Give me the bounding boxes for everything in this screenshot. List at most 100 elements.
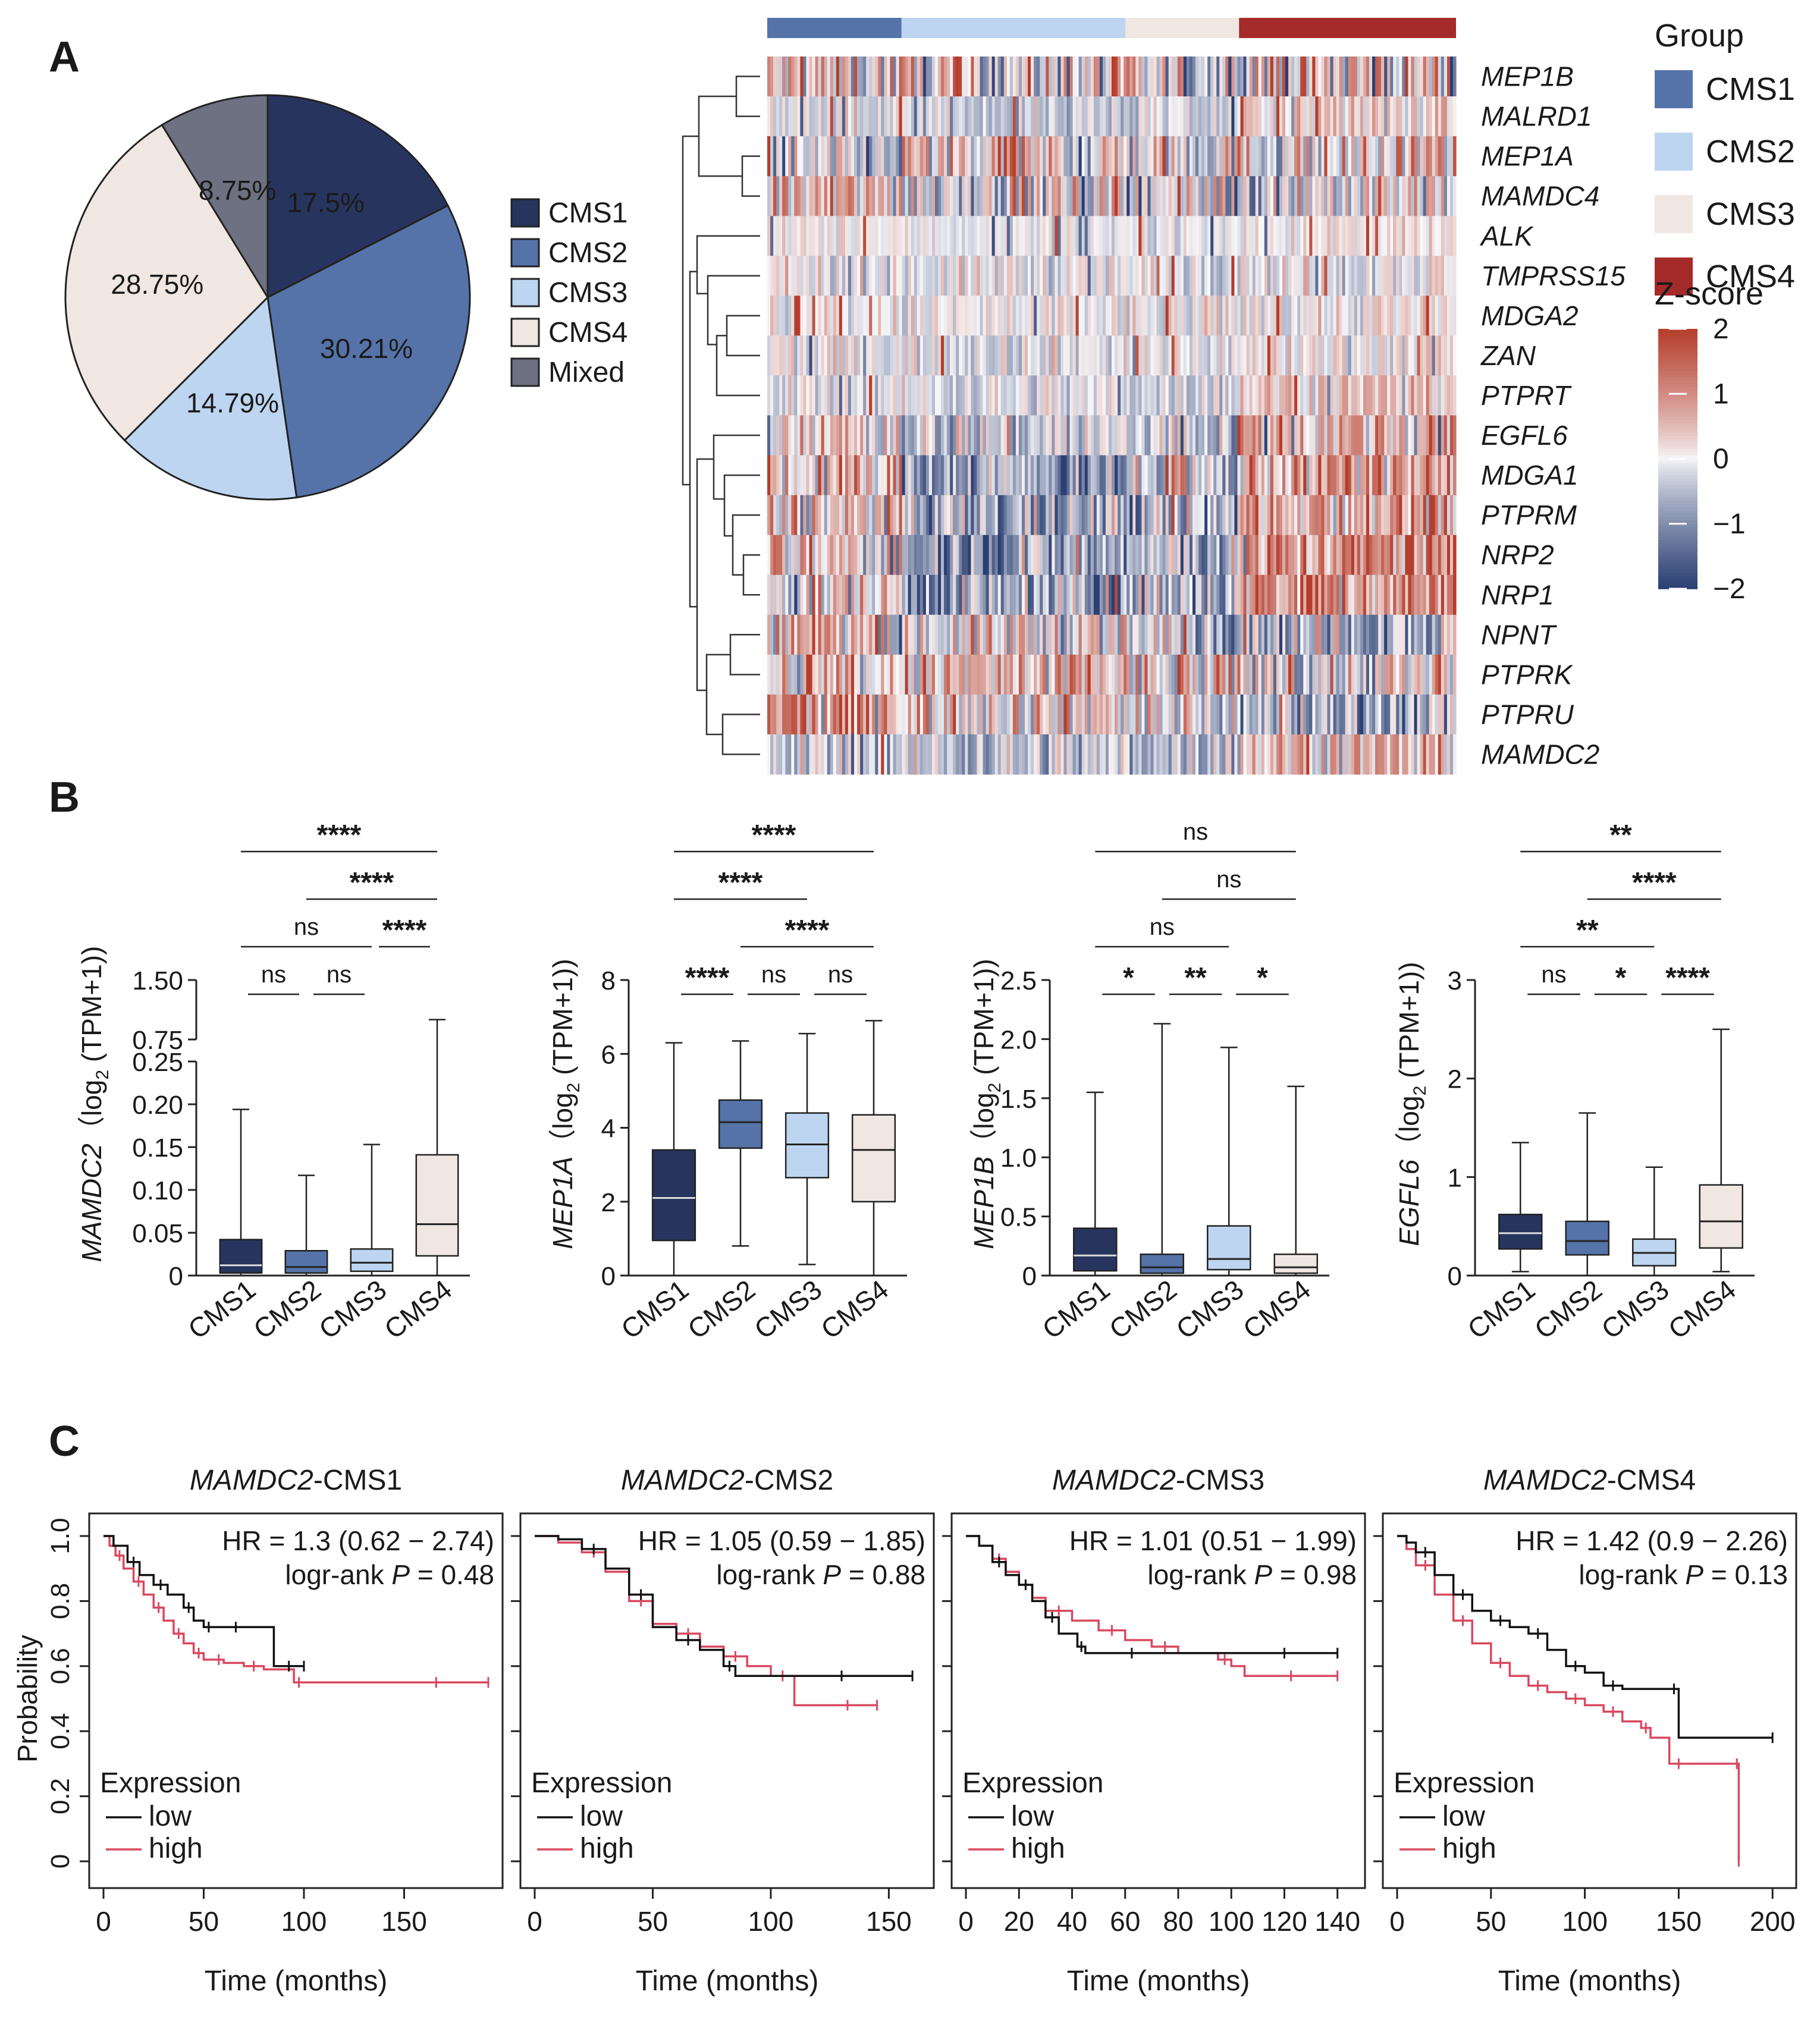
heatmap-cell [971, 136, 974, 177]
heatmap-cell [884, 136, 887, 177]
heatmap-cell [1102, 136, 1106, 177]
heatmap-cell [1225, 136, 1229, 177]
heatmap-cell [971, 216, 974, 256]
heatmap-cell [1240, 216, 1244, 256]
heatmap-cell [1372, 654, 1376, 695]
heatmap-cell [1043, 535, 1046, 576]
box-cms4 [1273, 1085, 1318, 1277]
heatmap-cell [791, 256, 795, 296]
heatmap-cell [937, 256, 942, 296]
heatmap-cell [1081, 535, 1085, 576]
heatmap-gene-label: MALRD1 [1481, 101, 1592, 132]
heatmap-cell [1270, 375, 1274, 416]
heatmap-cell [1348, 535, 1352, 576]
heatmap-cell [1078, 535, 1082, 576]
heatmap-cell [1195, 335, 1199, 376]
heatmap-cell [1183, 256, 1187, 296]
heatmap-cell [1141, 296, 1145, 336]
heatmap-cell [1055, 216, 1058, 256]
heatmap-cell [1420, 495, 1424, 536]
heatmap-cell [971, 734, 974, 775]
heatmap-cell [1043, 654, 1046, 695]
heatmap-cell [956, 734, 959, 775]
heatmap-cell [1399, 455, 1402, 496]
heatmap-cell [947, 694, 950, 735]
heatmap-cell [1129, 136, 1133, 177]
heatmap-cell [1429, 574, 1433, 615]
heatmap-cell [908, 296, 912, 336]
heatmap-cell [1037, 176, 1040, 216]
heatmap-cell [1012, 56, 1016, 97]
heatmap-cell [1090, 415, 1094, 456]
heatmap-cell [962, 694, 965, 735]
zscore-bar-segment [1658, 569, 1697, 573]
heatmap-cell [956, 694, 959, 735]
heatmap-cell [911, 216, 915, 256]
heatmap-cell [842, 694, 846, 735]
heatmap-cell [1321, 574, 1325, 615]
heatmap-cell [818, 136, 822, 177]
heatmap-cell [974, 256, 978, 296]
box-cms2 [284, 1174, 328, 1277]
heatmap-cell [905, 495, 909, 536]
heatmap-cell [1093, 96, 1097, 137]
km-hr-text: HR = 1.42 (0.9 − 2.26) [1515, 1525, 1788, 1556]
heatmap-cell [1354, 375, 1358, 416]
heatmap-cell [1393, 734, 1397, 775]
heatmap-cell [1420, 734, 1424, 775]
heatmap-cell [917, 694, 921, 735]
heatmap-cell [931, 455, 936, 496]
heatmap-cell [851, 176, 855, 216]
heatmap-cell [815, 535, 819, 576]
heatmap-cell [1297, 296, 1301, 336]
heatmap-cell [1321, 256, 1325, 296]
heatmap-cell [1435, 56, 1439, 97]
heatmap-cell [937, 335, 942, 376]
heatmap-cell [869, 256, 873, 296]
heatmap-cell [1282, 535, 1286, 576]
heatmap-cell [1330, 614, 1334, 655]
heatmap-cell [1249, 495, 1253, 536]
heatmap-cell [1240, 734, 1244, 775]
heatmap-cell [1024, 216, 1028, 256]
heatmap-cell [1441, 216, 1445, 256]
heatmap-cell [1159, 136, 1163, 177]
heatmap-cell [1446, 335, 1451, 376]
heatmap-cell [1147, 574, 1151, 615]
heatmap-cell [1049, 734, 1052, 775]
heatmap-cell [1006, 176, 1011, 216]
heatmap-cell [815, 56, 819, 97]
heatmap-cell [917, 614, 921, 655]
heatmap-cell [1034, 614, 1037, 655]
heatmap-cell [1405, 415, 1409, 456]
heatmap-cell [1366, 535, 1370, 576]
heatmap-cell [1276, 574, 1280, 615]
heatmap-cell [1000, 256, 1005, 296]
heatmap-cell [1423, 375, 1427, 416]
heatmap-cell [1058, 654, 1062, 695]
heatmap-cell [770, 136, 774, 177]
heatmap-cell [860, 296, 864, 336]
panel-label-b: B [49, 774, 80, 821]
heatmap-cell [1246, 654, 1250, 695]
heatmap-cell [1246, 694, 1250, 735]
heatmap-cell [971, 296, 974, 336]
heatmap-cell [1093, 335, 1097, 376]
heatmap-cell [767, 495, 771, 536]
heatmap-cell [1075, 574, 1080, 615]
dendrogram [682, 76, 760, 755]
heatmap-cell [863, 296, 867, 336]
heatmap-cell [896, 96, 900, 137]
heatmap-cell [1390, 734, 1394, 775]
heatmap-cell [773, 176, 777, 216]
heatmap-cell [1444, 96, 1448, 137]
heatmap-cell [782, 654, 786, 695]
zscore-bar-segment [1658, 523, 1697, 528]
heatmap-cell [911, 375, 915, 416]
heatmap-cell [1264, 56, 1268, 97]
heatmap-cell [1288, 574, 1292, 615]
heatmap-cell [1015, 535, 1019, 576]
heatmap-cell [983, 335, 987, 376]
heatmap-cell [1432, 495, 1436, 536]
heatmap-cell [1423, 535, 1427, 576]
